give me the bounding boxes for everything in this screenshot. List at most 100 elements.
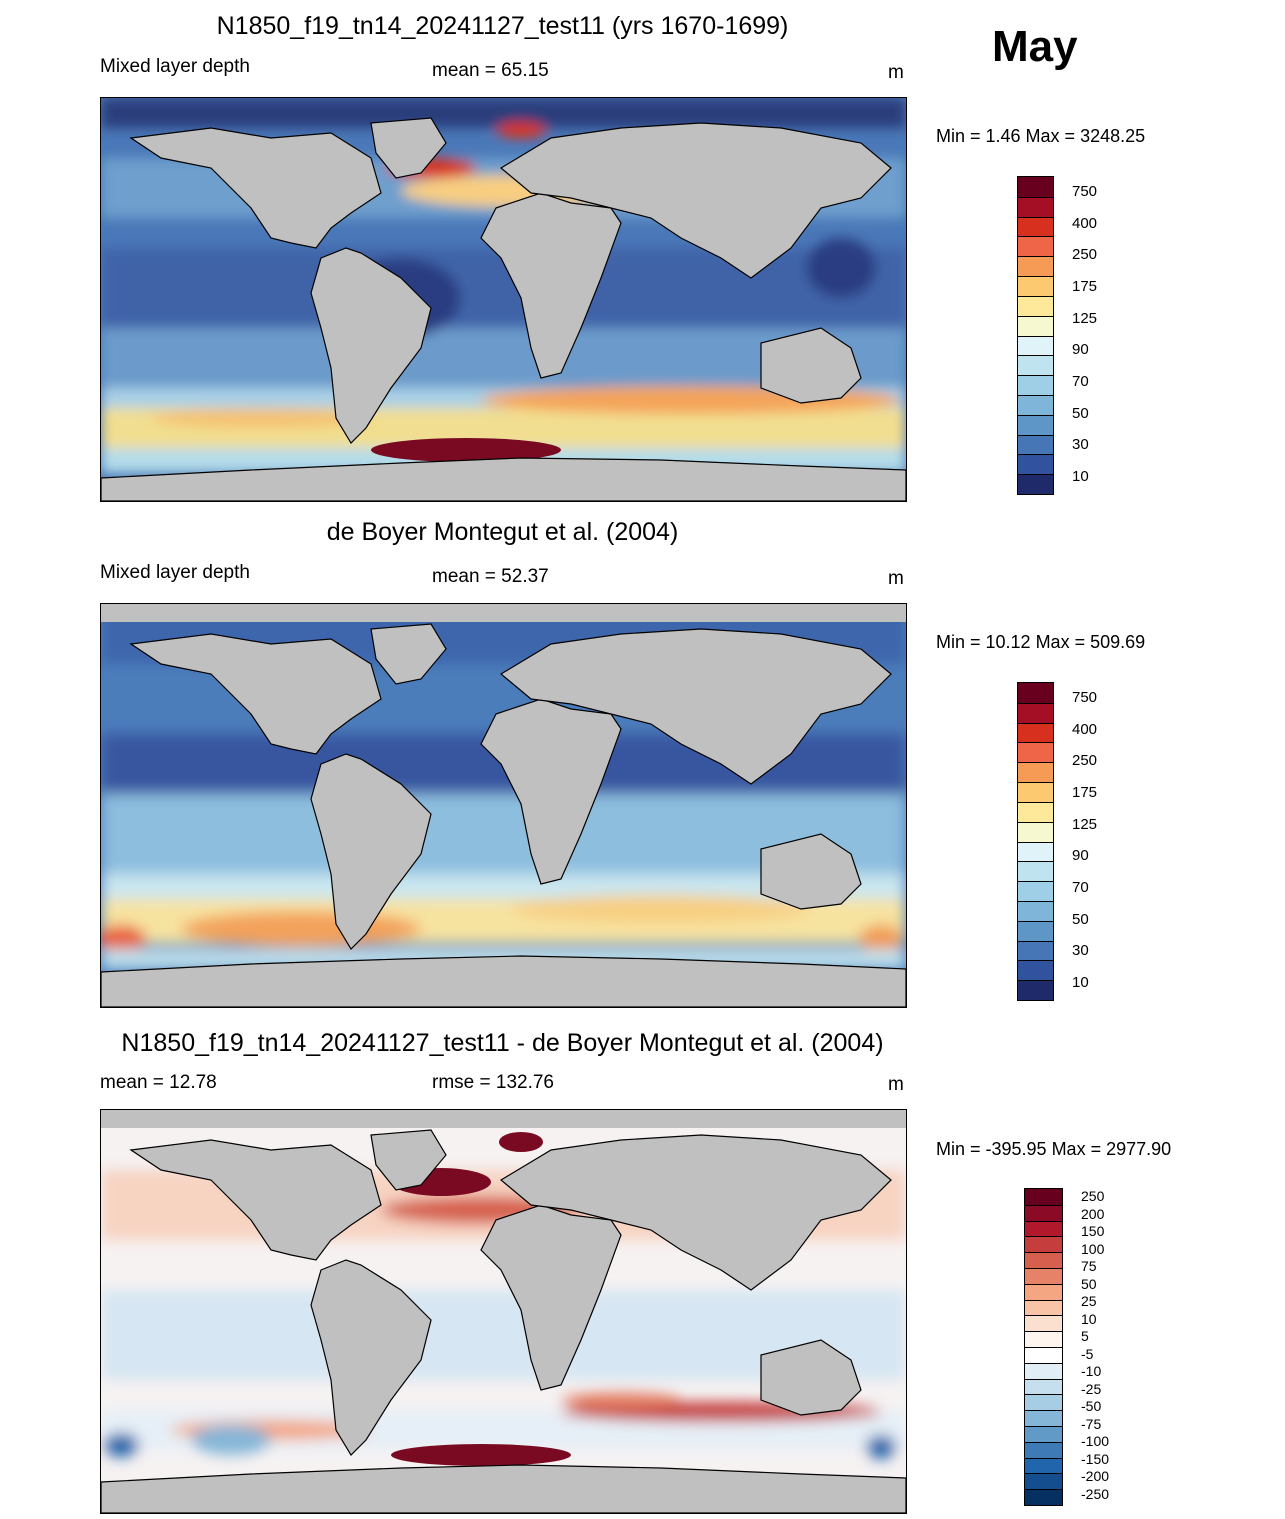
colorbar-box	[1018, 762, 1053, 783]
map-diff	[100, 1109, 907, 1514]
colorbar-box	[1025, 1220, 1062, 1237]
colorbar-label: 75	[1081, 1258, 1097, 1275]
colorbar-label: -100	[1081, 1433, 1110, 1450]
colorbar-label: 250	[1072, 246, 1098, 264]
colorbar-box	[1018, 801, 1053, 822]
colorbar-label: 150	[1081, 1223, 1105, 1240]
colorbar-box	[1018, 861, 1053, 882]
colorbar-label: 175	[1072, 278, 1098, 295]
colorbar-box	[1018, 256, 1053, 277]
colorbar-label: 400	[1072, 214, 1098, 232]
colorbar-box	[1018, 940, 1053, 961]
colorbar-label: 50	[1081, 1275, 1097, 1292]
colorbar-box	[1018, 900, 1053, 921]
colorbar-label: 200	[1081, 1205, 1105, 1222]
colorbar-box	[1018, 722, 1053, 743]
colorbar-box	[1025, 1268, 1062, 1284]
colorbar-box	[1018, 414, 1053, 435]
colorbar-box	[1018, 236, 1053, 257]
colorbar-label: 175	[1072, 784, 1098, 801]
colorbar-box	[1018, 276, 1053, 296]
colorbar-box	[1025, 1315, 1062, 1332]
colorbar-box	[1018, 295, 1053, 316]
colorbar-box	[1025, 1410, 1062, 1426]
colorbar-box	[1018, 881, 1053, 901]
panel-left-label-diff: mean = 12.78	[100, 1072, 217, 1093]
panel-units-model: m	[888, 62, 904, 83]
colorbar-label: 50	[1072, 910, 1089, 928]
colorbar-box	[1025, 1441, 1062, 1458]
colorbar-label: 90	[1072, 341, 1089, 359]
month-label: May	[992, 22, 1078, 71]
land-masses	[101, 117, 906, 501]
colorbar-label: 30	[1072, 436, 1089, 454]
land-masses	[101, 604, 906, 1007]
colorbar-box	[1018, 782, 1053, 802]
colorbar-box	[1025, 1457, 1062, 1474]
panel-mean-label-diff: rmse = 132.76	[432, 1072, 554, 1093]
colorbar-box	[1018, 742, 1053, 763]
colorbar-box	[1025, 1283, 1062, 1300]
colorbar-label: 70	[1072, 373, 1089, 390]
antarctic-high	[391, 1444, 571, 1466]
colorbar-label: 10	[1072, 974, 1089, 991]
panel-mean-label-obs: mean = 52.37	[432, 566, 549, 587]
panel-title-diff: N1850_f19_tn14_20241127_test11 - de Boye…	[121, 1029, 884, 1057]
panel-units-diff: m	[888, 1074, 904, 1095]
colorbar-obs	[1017, 682, 1054, 1001]
colorbar-box	[1025, 1362, 1062, 1379]
colorbar-box	[1018, 196, 1053, 217]
colorbar-label: 750	[1072, 183, 1098, 200]
map-model-svg	[101, 98, 906, 501]
colorbar-label: 30	[1072, 942, 1089, 960]
colorbar-box	[1018, 177, 1053, 197]
map-diff-svg	[101, 1110, 906, 1513]
panel-title-obs: de Boyer Montegut et al. (2004)	[326, 518, 679, 546]
colorbar-box	[1018, 702, 1053, 723]
map-obs	[100, 603, 907, 1008]
colorbar-label: 125	[1072, 309, 1098, 327]
colorbar-label: -25	[1081, 1380, 1102, 1397]
colorbar-label: 70	[1072, 879, 1089, 896]
colorbar-box	[1018, 920, 1053, 941]
panel-title-model: N1850_f19_tn14_20241127_test11 (yrs 1670…	[216, 12, 789, 40]
colorbar-box	[1025, 1204, 1062, 1221]
panel-left-label-obs: Mixed layer depth	[100, 562, 250, 583]
colorbar-box	[1025, 1236, 1062, 1253]
colorbar-box	[1025, 1299, 1062, 1316]
colorbar-box	[1025, 1426, 1062, 1442]
colorbar-box	[1018, 683, 1053, 703]
land-masses	[101, 1110, 906, 1513]
colorbar-label: 750	[1072, 689, 1098, 706]
colorbar-box	[1018, 375, 1053, 395]
panel-minmax-obs: Min = 10.12 Max = 509.69	[936, 632, 1146, 652]
colorbar-box	[1025, 1473, 1062, 1490]
map-model	[100, 97, 907, 502]
colorbar-label: -200	[1081, 1468, 1110, 1485]
colorbar-diff	[1024, 1188, 1063, 1506]
colorbar-label: -50	[1081, 1398, 1102, 1415]
colorbar-label: 50	[1072, 404, 1089, 422]
antarctic-high	[371, 438, 561, 462]
colorbar-box	[1025, 1189, 1062, 1205]
colorbar-label: 400	[1072, 720, 1098, 738]
panel-units-obs: m	[888, 568, 904, 589]
nordic-seas-high	[499, 1132, 543, 1152]
colorbar-box	[1025, 1489, 1062, 1505]
colorbar-label: -5	[1081, 1345, 1094, 1362]
colorbar-label: 5	[1081, 1328, 1089, 1345]
colorbar-box	[1018, 454, 1053, 475]
panel-left-label-model: Mixed layer depth	[100, 56, 250, 77]
colorbar-label: 125	[1072, 815, 1098, 833]
colorbar-label: -75	[1081, 1415, 1102, 1432]
colorbar-box	[1018, 394, 1053, 415]
colorbar-label: 250	[1072, 752, 1098, 770]
colorbar-box	[1018, 841, 1053, 862]
colorbar-label: 10	[1081, 1310, 1097, 1327]
colorbar-label: 10	[1072, 468, 1089, 485]
colorbar-box	[1018, 434, 1053, 455]
colorbar-box	[1025, 1331, 1062, 1347]
colorbar-label: -10	[1081, 1363, 1102, 1380]
colorbar-box	[1018, 960, 1053, 981]
colorbar-box	[1018, 335, 1053, 356]
